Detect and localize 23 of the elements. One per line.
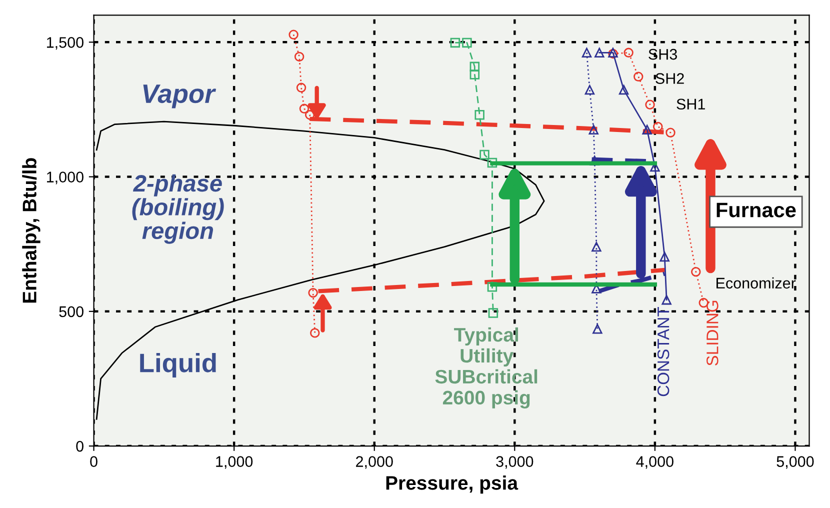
y-tick-label: 500 (59, 306, 84, 318)
annotation: Liquid (140, 352, 216, 378)
y-axis-title: Enthalpy, Btu/lb (22, 158, 40, 303)
x-tick-label: 3,000 (496, 456, 534, 469)
annotation: Economizer (716, 277, 796, 289)
y-tick-label: 1,000 (47, 172, 84, 184)
x-tick-label: 2,000 (356, 456, 393, 469)
annotation: Typical Utility SUBcritical 2600 psig (435, 327, 538, 408)
annotation: 2-phase (boiling) region (132, 174, 224, 244)
x-tick-label: 4,000 (636, 456, 674, 469)
x-tick-label: 0 (90, 456, 98, 467)
annotation: SH2 (656, 73, 684, 84)
annotation: Vapor (143, 84, 216, 108)
annotation: SH3 (648, 48, 677, 60)
annotation: SH1 (676, 98, 705, 110)
x-axis-title: Pressure, psia (386, 476, 518, 494)
annotation: Furnace (716, 202, 796, 218)
x-tick-label: 5,000 (776, 456, 814, 469)
annotation: SLIDING (706, 300, 718, 366)
x-tick-label: 1,000 (216, 456, 253, 469)
y-tick-label: 0 (76, 440, 84, 452)
y-tick-label: 1,500 (47, 37, 84, 50)
annotation: CONSTANT (657, 306, 670, 396)
